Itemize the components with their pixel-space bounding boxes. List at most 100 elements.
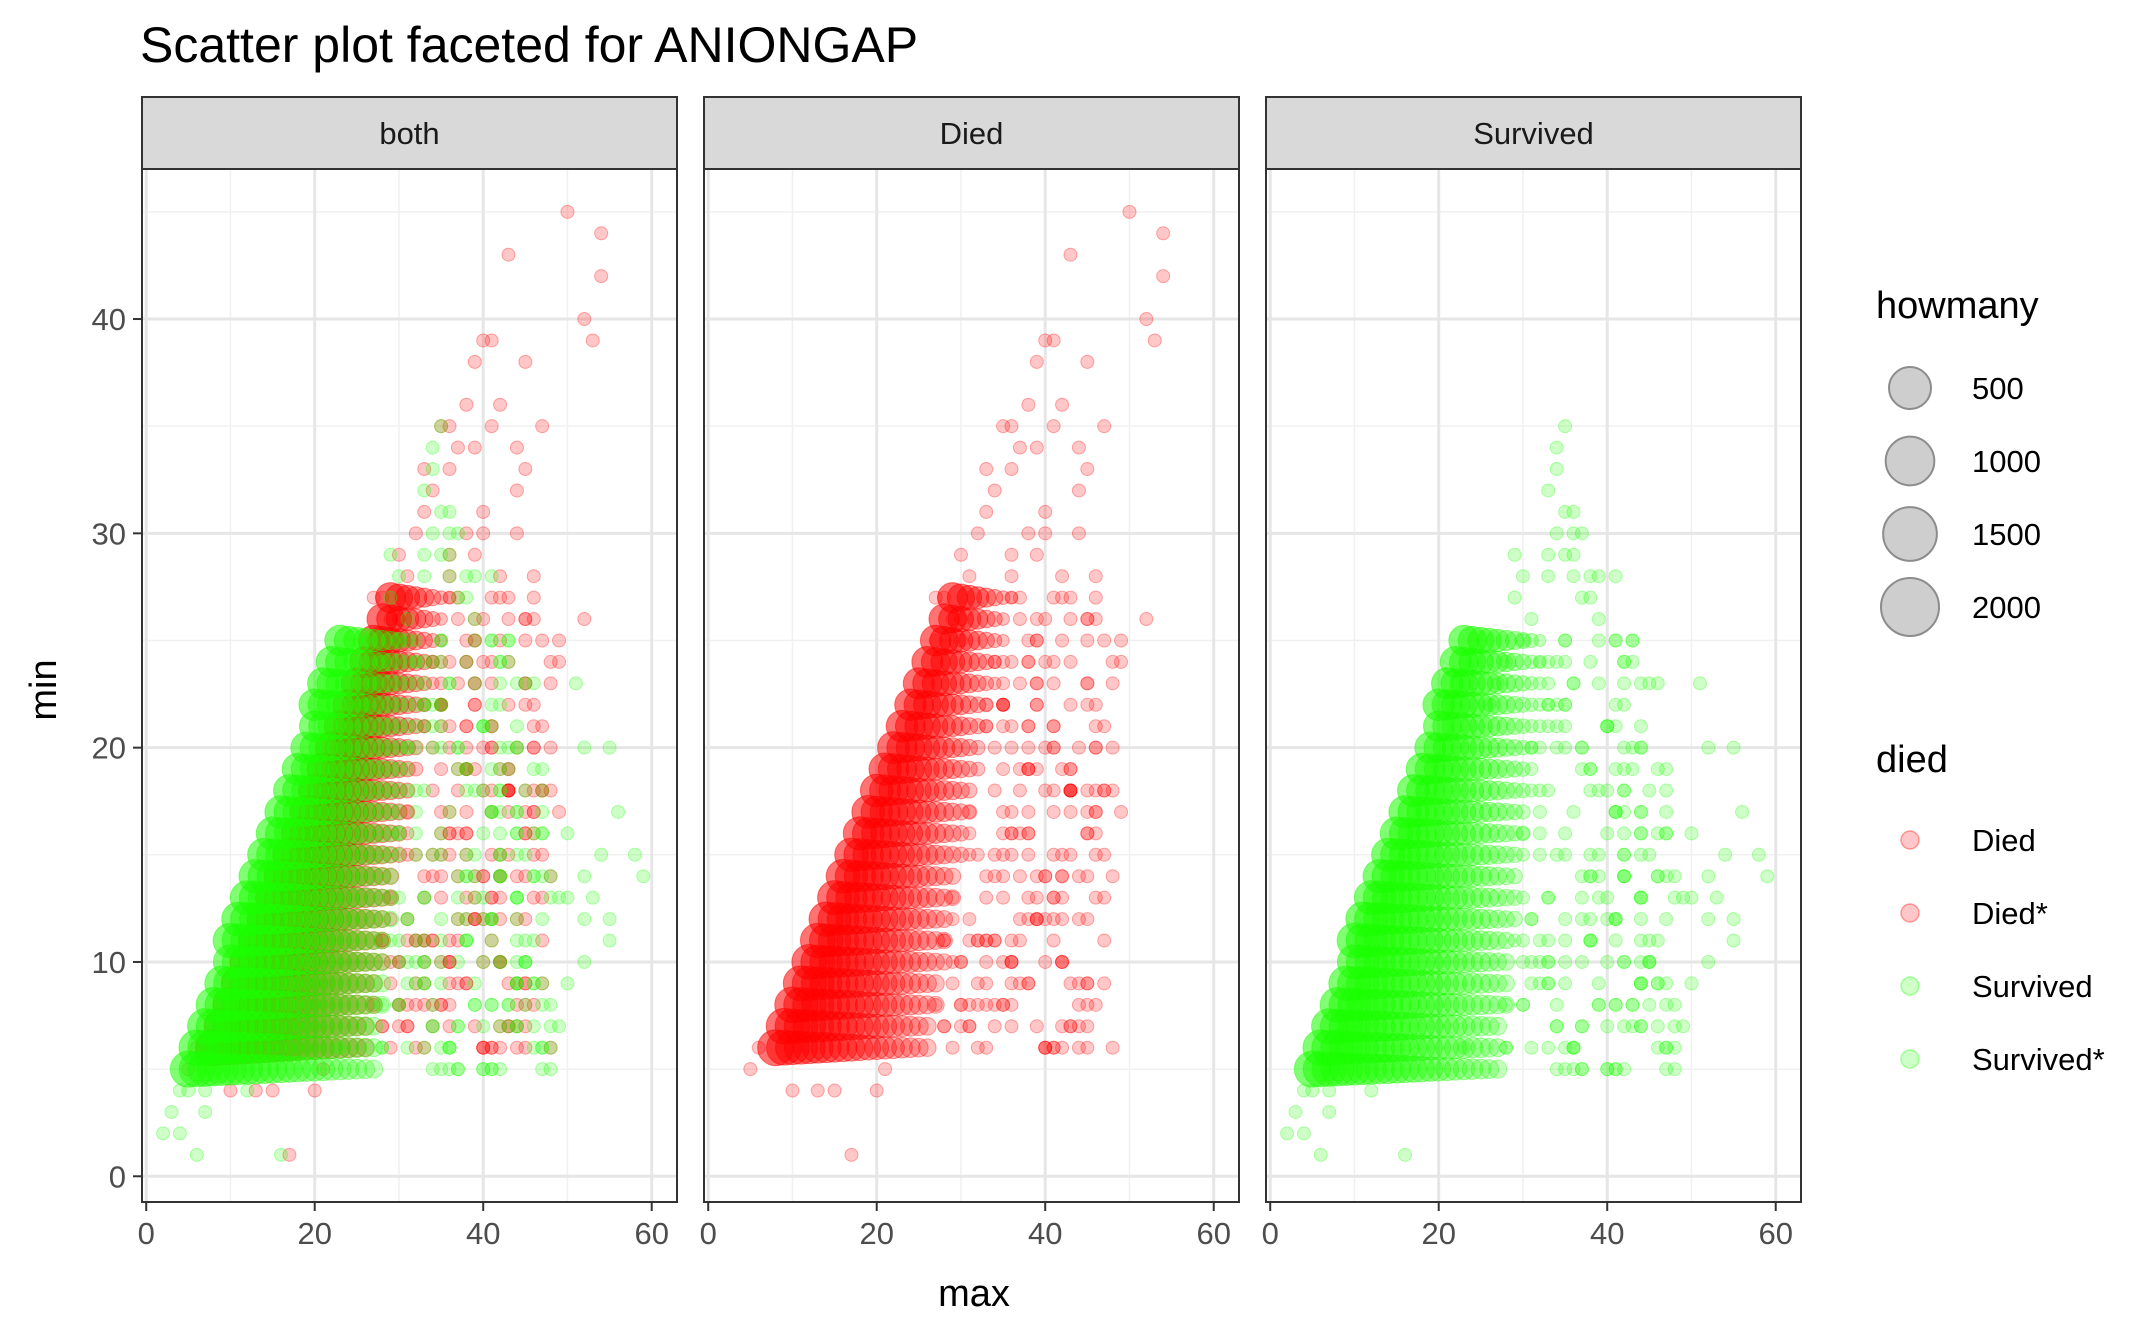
data-point-survived [328, 821, 352, 846]
data-point-died [535, 976, 550, 991]
data-point-died [345, 843, 369, 867]
data-point-died [501, 783, 516, 798]
data-point-died [552, 804, 567, 819]
data-point-died [434, 654, 449, 669]
data-point-died [476, 504, 491, 519]
data-point-died [1063, 976, 1078, 991]
data-point-died [408, 847, 423, 862]
facet-strip [141, 96, 678, 170]
data-point-survived [275, 1055, 304, 1083]
data-point-survived [383, 547, 398, 562]
data-point-died [459, 654, 474, 669]
data-point-survived [337, 822, 360, 845]
data-point-survived [1735, 804, 1750, 819]
data-point-died [338, 1037, 359, 1059]
data-point-survived [355, 1037, 376, 1058]
data-point-died [899, 994, 922, 1016]
data-point-died [1071, 1019, 1086, 1034]
data-point-died [484, 740, 499, 755]
data-point-died [518, 804, 533, 819]
data-point-survived [560, 890, 575, 905]
data-point-died [526, 719, 541, 734]
data-point-died [535, 419, 550, 434]
data-point-survived [346, 908, 368, 930]
data-point-survived [484, 1062, 499, 1077]
data-point-died [518, 1019, 533, 1034]
data-point-died [400, 1019, 415, 1034]
data-point-survived [364, 1059, 384, 1079]
x-tick-label: 0 [138, 1216, 155, 1251]
data-point-died [394, 584, 421, 611]
data-point-died [1029, 440, 1044, 455]
data-point-survived [417, 483, 432, 498]
data-point-died [372, 823, 392, 844]
data-point-survived [434, 976, 449, 991]
facet-strip-label: Survived [1473, 116, 1594, 151]
data-point-died [372, 801, 393, 823]
data-point-survived [231, 1053, 263, 1085]
data-point-died [926, 974, 945, 993]
data-point-died [518, 912, 533, 927]
data-point-survived [1583, 783, 1598, 798]
data-point-died [872, 970, 898, 996]
data-point-survived [337, 951, 360, 973]
data-point-died [459, 762, 474, 777]
data-point-survived [577, 912, 592, 927]
data-point-survived [382, 739, 400, 757]
data-point-died [361, 713, 387, 739]
data-point-died [408, 1040, 423, 1055]
data-point-survived [493, 869, 508, 884]
data-point-survived [408, 719, 423, 734]
data-point-died [501, 1019, 516, 1034]
data-point-died [1088, 590, 1103, 605]
data-point-died [459, 740, 474, 755]
data-point-died [828, 1011, 858, 1041]
data-point-died [384, 583, 414, 612]
data-point-survived [467, 847, 482, 862]
data-point-died [336, 864, 361, 889]
data-point-survived [509, 826, 524, 841]
data-point-survived [493, 954, 508, 969]
data-point-survived [501, 633, 516, 648]
data-point-survived [1608, 569, 1623, 584]
data-point-died [442, 419, 457, 434]
data-point-survived [476, 719, 491, 734]
data-point-died [383, 912, 398, 927]
data-point-died [863, 992, 890, 1018]
data-point-survived [1541, 890, 1556, 905]
data-point-survived [1541, 483, 1556, 498]
data-point-died [398, 739, 417, 757]
data-point-died [518, 997, 533, 1012]
data-point-died [476, 1040, 491, 1055]
data-point-died [467, 547, 482, 562]
data-point-survived [459, 783, 474, 798]
data-point-survived [1676, 1019, 1691, 1034]
y-tick-label: 40 [92, 302, 126, 337]
data-point-died [425, 740, 440, 755]
data-point-died [509, 912, 524, 927]
data-point-died [846, 1012, 874, 1040]
facet-panel-both: both 0 20 40 60 [138, 96, 678, 1251]
data-point-survived [1591, 869, 1606, 884]
data-point-died [1046, 654, 1061, 669]
data-point-survived [373, 781, 392, 800]
data-point-died [434, 633, 448, 647]
data-point-survived [417, 954, 432, 969]
data-point-survived [509, 890, 524, 905]
data-point-survived [1625, 997, 1640, 1012]
data-point-survived [417, 547, 432, 562]
data-point-died [467, 762, 482, 777]
data-point-died [1055, 954, 1070, 969]
data-point-survived [577, 954, 592, 969]
data-point-survived [362, 628, 386, 653]
legend-size-title: howmany [1876, 285, 2039, 327]
data-point-survived [284, 1055, 312, 1083]
data-point-died [535, 719, 550, 734]
data-point-died [526, 612, 541, 627]
data-point-died [881, 971, 906, 996]
data-point-survived [459, 590, 474, 605]
data-point-survived [434, 719, 449, 734]
data-point-survived [346, 1015, 368, 1037]
data-point-survived [509, 804, 524, 819]
